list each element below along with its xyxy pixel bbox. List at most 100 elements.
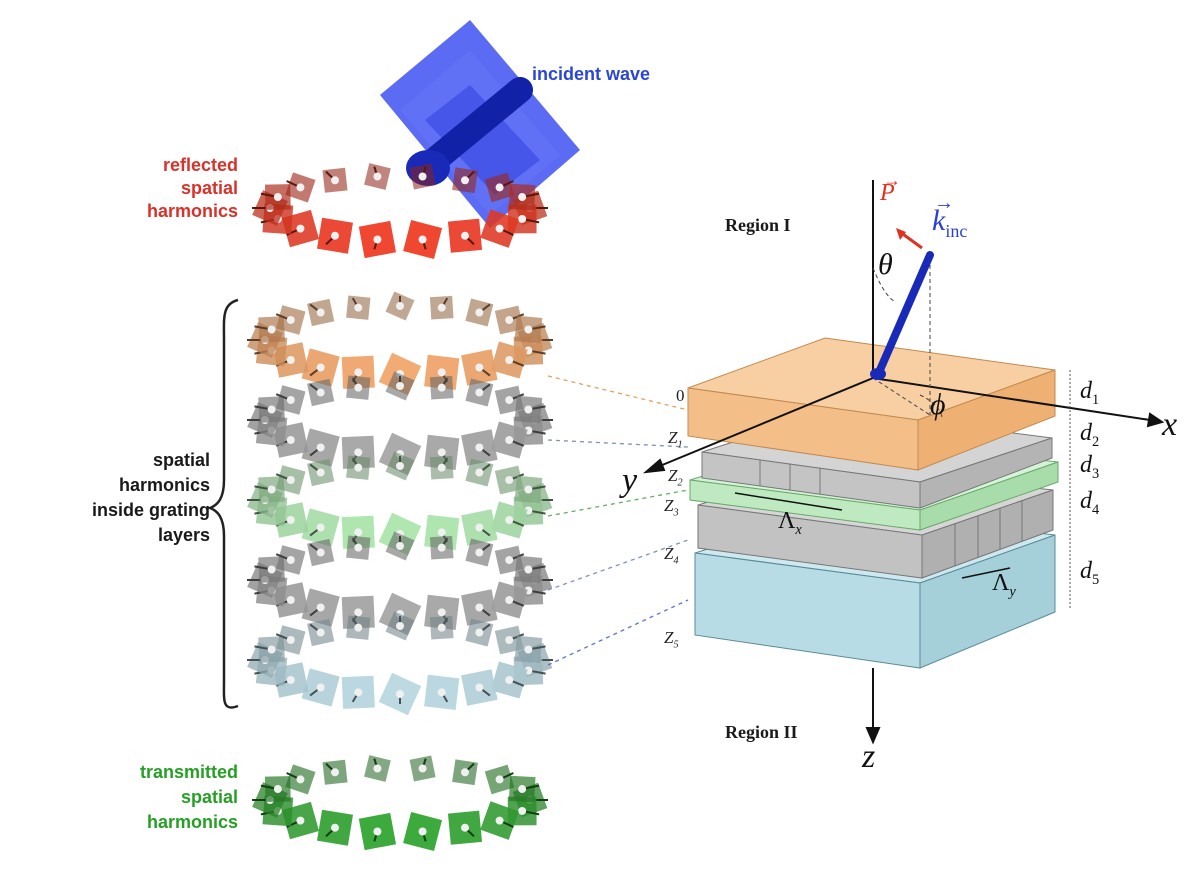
harmonic-ball [286,636,295,645]
harmonic-ball [437,383,446,392]
harmonic-ball [495,183,504,192]
harmonic-ball [286,435,295,444]
reflected-harmonics-ring [252,163,548,259]
harmonic-ball [354,448,363,457]
reflected-label: reflected spatial harmonics [146,155,238,221]
harmonic-ball [437,623,446,632]
lambda-x-arrow [734,492,843,511]
d3-label: d3 [1080,452,1100,482]
k-inc-arrow [876,251,934,374]
harmonic-ball [316,683,325,692]
harmonic-ball [461,823,469,832]
transmitted-label: transmitted spatial harmonics [139,762,238,832]
harmonic-ball [495,775,504,784]
phi-label: ϕ [930,388,946,421]
x-axis-label: x [1162,406,1178,443]
harmonic-ball [373,235,382,244]
harmonic-ball [267,325,276,334]
harmonic-ball [267,645,276,654]
z0-label: 0 [676,386,685,405]
harmonic-ball [316,548,325,557]
lambda-x-label: Λx [778,508,802,538]
harmonic-ball [495,816,504,825]
harmonic-ball [354,463,363,472]
harmonic-ball [437,448,446,457]
d2-label: d2 [1080,420,1100,450]
harmonic-ball [286,355,295,364]
k-inc-label: → kinc [932,192,968,241]
harmonic-ball [316,468,325,477]
harmonic-ball [475,308,484,317]
harmonic-ball [418,764,427,773]
harmonic-ball [396,622,404,630]
harmonic-ball [505,556,514,565]
harmonic-ball [354,688,363,697]
layer-harmonics-ring-orange [247,291,553,396]
harmonic-ball [286,556,295,565]
harmonic-ball [505,515,514,524]
harmonic-ball [316,308,325,317]
harmonic-ball [495,224,504,233]
harmonic-ball [286,396,295,405]
harmonic-ball [437,463,446,472]
harmonic-ball [296,775,305,784]
transmitted-harmonics-ring [252,755,548,851]
connector-lines [547,375,689,666]
harmonic-ball [267,405,276,414]
harmonic-ball [331,176,339,185]
harmonic-ball [524,565,533,574]
inside-layers-label: spatial harmonics inside grating layers [91,450,210,545]
harmonic-ball [461,231,469,240]
harmonic-ball [505,595,514,604]
harmonic-ball [518,806,527,815]
harmonic-ball [286,316,295,325]
z-axis-label: z [862,738,876,775]
harmonic-ball [331,823,339,832]
layer-harmonics-ring-blue [247,611,553,716]
harmonic-ball [286,515,295,524]
harmonic-ball [316,603,325,612]
harmonic-ball [437,608,446,617]
harmonic-ball [316,443,325,452]
d5-label: d5 [1080,558,1100,588]
harmonic-ball [505,636,514,645]
harmonic-ball [518,214,527,223]
harmonic-ball [373,827,382,836]
harmonic-ball [418,827,427,836]
harmonic-ball [505,675,514,684]
harmonic-ball [396,542,404,550]
z5-label: Z5 [664,628,679,651]
harmonic-ball [331,768,339,777]
harmonic-ball [267,485,276,494]
d1-label: d1 [1080,378,1100,408]
harmonic-ball [461,768,469,777]
harmonic-ball [505,396,514,405]
harmonic-ball [354,543,363,552]
layers-brace [206,298,239,709]
harmonic-ball [396,382,404,390]
harmonic-ball [505,355,514,364]
harmonic-ball [354,303,363,312]
lambda-y-arrow [961,567,1011,579]
harmonic-ball [418,172,427,181]
harmonic-ball [273,193,282,202]
harmonic-ball [475,628,484,637]
incident-wave-plane [380,20,580,228]
lambda-y-label: Λy [992,570,1016,600]
harmonic-ball [437,528,446,537]
z3-label: Z3 [664,496,679,519]
harmonic-ball [354,383,363,392]
harmonic-ball [316,363,325,372]
harmonic-ball [461,176,469,185]
harmonic-ball [286,476,295,485]
harmonic-ball [354,623,363,632]
harmonic-ball [475,363,484,372]
harmonic-ball [286,675,295,684]
harmonic-ball [518,193,527,202]
harmonic-ball [437,303,446,312]
harmonic-ball [524,325,533,334]
harmonic-ball [296,224,305,233]
harmonic-ball [437,368,446,377]
z1-label: Z1 [668,428,683,451]
harmonic-ball [524,405,533,414]
